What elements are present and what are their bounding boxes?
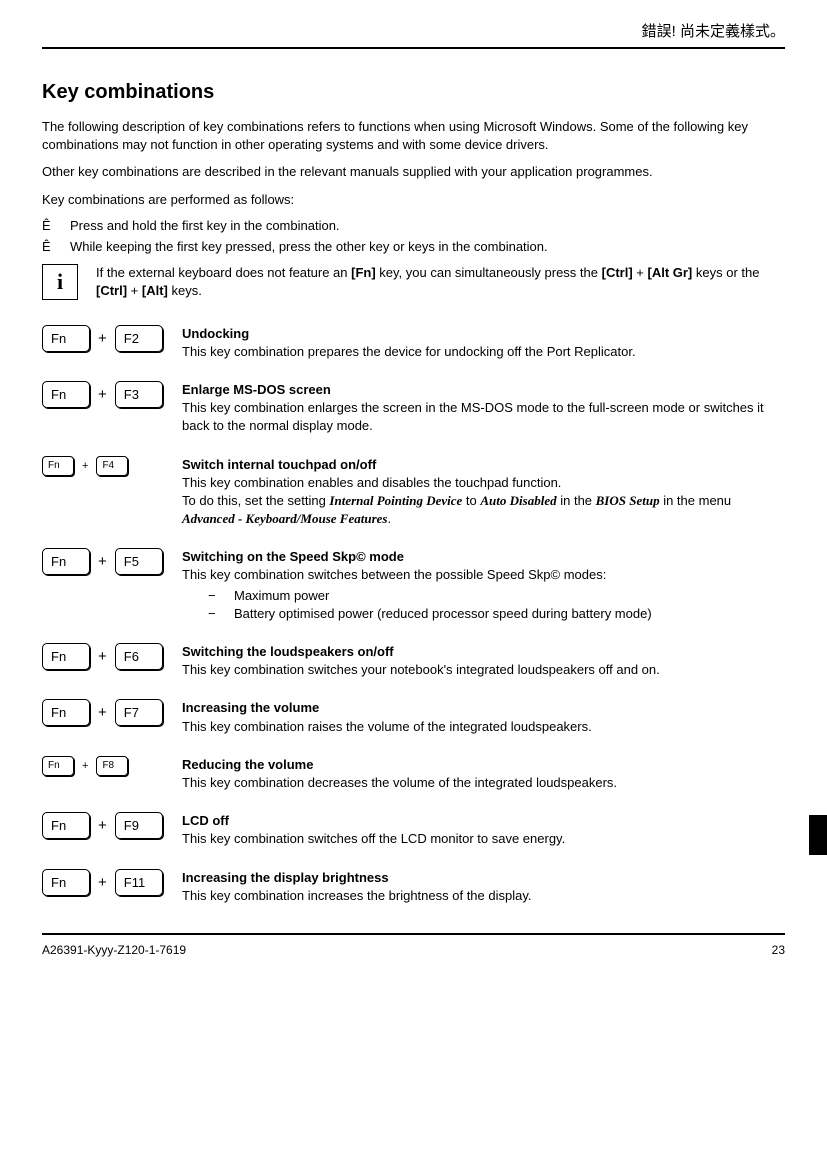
key-combo-row: Fn + F2 Undocking This key combination prepa… [42,325,785,361]
step-list: Ê Press and hold the first key in the co… [42,218,785,254]
key-combo-desc: Reducing the volume This key combination … [182,756,785,792]
info-text: If the external keyboard does not featur… [96,264,785,300]
key-combo-keys: Fn + F2 [42,325,182,352]
key-fkey: F3 [115,381,163,408]
combo-title: Increasing the volume [182,700,319,715]
step-text: While keeping the first key pressed, pre… [70,239,548,254]
step-row: Ê Press and hold the first key in the co… [42,218,785,233]
combo-body: This key combination enlarges the screen… [182,400,764,433]
info-box: i If the external keyboard does not feat… [42,264,785,300]
step-text: Press and hold the first key in the comb… [70,218,340,233]
key-combo-row: Fn + F4 Switch internal touchpad on/off This… [42,456,785,529]
page-side-tab [809,815,827,855]
header-error-text: 錯誤! 尚未定義樣式。 [42,20,785,41]
key-combo-row: Fn + F8 Reducing the volume This key combina… [42,756,785,792]
divider-top [42,47,785,49]
step-row: Ê While keeping the first key pressed, p… [42,239,785,254]
page-footer: A26391-Kyyy-Z120-1-7619 23 [42,943,785,957]
key-combo-keys: Fn + F11 [42,869,182,896]
key-combo-desc: Increasing the volume This key combinatio… [182,699,785,735]
combo-title: Enlarge MS-DOS screen [182,382,331,397]
key-combo-row: Fn + F6 Switching the loudspeakers on/off Th… [42,643,785,679]
combo-body-line: This key combination enables and disable… [182,475,561,490]
combo-title: Switching on the Speed Skp© mode [182,549,404,564]
key-fkey: F7 [115,699,163,726]
key-fkey: F4 [96,456,128,476]
plus-icon: + [98,330,107,347]
key-fkey: F6 [115,643,163,670]
combo-body: This key combination raises the volume o… [182,719,592,734]
key-combo-row: Fn + F11 Increasing the display brightness T… [42,869,785,905]
combo-body: This key combination switches off the LC… [182,831,565,846]
footer-doc-id: A26391-Kyyy-Z120-1-7619 [42,943,186,957]
combo-title: Increasing the display brightness [182,870,389,885]
combo-body: This key combination switches your noteb… [182,662,660,677]
combo-title: Reducing the volume [182,757,313,772]
key-combo-keys: Fn + F5 [42,548,182,575]
info-icon: i [42,264,78,300]
combo-body: This key combination prepares the device… [182,344,636,359]
combo-sub-item: −Battery optimised power (reduced proces… [208,605,785,623]
key-combo-keys: Fn + F4 [42,456,182,476]
key-combo-desc: Switching the loudspeakers on/off This ke… [182,643,785,679]
key-fkey: F5 [115,548,163,575]
key-combo-keys: Fn + F7 [42,699,182,726]
plus-icon: + [98,704,107,721]
step-marker: Ê [42,239,70,254]
key-combo-row: Fn + F3 Enlarge MS-DOS screen This key combi… [42,381,785,436]
key-combo-keys: Fn + F6 [42,643,182,670]
key-fn: Fn [42,548,90,575]
combo-title: LCD off [182,813,229,828]
plus-icon: + [98,817,107,834]
key-fn: Fn [42,756,74,776]
plus-icon: + [82,460,88,472]
combo-sub-list: −Maximum power−Battery optimised power (… [182,587,785,623]
key-fn: Fn [42,381,90,408]
intro-paragraph-3: Key combinations are performed as follow… [42,191,785,209]
key-fn: Fn [42,869,90,896]
combo-body: This key combination increases the brigh… [182,888,532,903]
combo-title: Switch internal touchpad on/off [182,457,376,472]
plus-icon: + [98,386,107,403]
key-combo-desc: Increasing the display brightness This ke… [182,869,785,905]
key-combo-desc: Switch internal touchpad on/off This key … [182,456,785,529]
key-fkey: F11 [115,869,163,896]
key-fn: Fn [42,456,74,476]
plus-icon: + [98,648,107,665]
intro-paragraph-2: Other key combinations are described in … [42,163,785,181]
key-combo-desc: LCD off This key combination switches off… [182,812,785,848]
combo-body: This key combination decreases the volum… [182,775,617,790]
key-combo-keys: Fn + F8 [42,756,182,776]
plus-icon: + [82,760,88,772]
key-fkey: F2 [115,325,163,352]
plus-icon: + [98,874,107,891]
key-combo-desc: Undocking This key combination prepares t… [182,325,785,361]
key-fkey: F9 [115,812,163,839]
key-combo-desc: Enlarge MS-DOS screen This key combinatio… [182,381,785,436]
intro-paragraph-1: The following description of key combina… [42,118,785,153]
key-fn: Fn [42,812,90,839]
key-combo-keys: Fn + F9 [42,812,182,839]
footer-page-number: 23 [772,943,785,957]
key-fn: Fn [42,325,90,352]
combo-body-line: To do this, set the setting Internal Poi… [182,493,731,526]
combo-title: Switching the loudspeakers on/off [182,644,394,659]
combo-title: Undocking [182,326,249,341]
key-combo-desc: Switching on the Speed Skp© mode This key… [182,548,785,623]
page-title: Key combinations [42,81,785,104]
step-marker: Ê [42,218,70,233]
plus-icon: + [98,553,107,570]
combo-body: This key combination switches between th… [182,567,606,582]
key-fn: Fn [42,699,90,726]
divider-bottom [42,933,785,935]
key-fn: Fn [42,643,90,670]
key-fkey: F8 [96,756,128,776]
key-combo-row: Fn + F7 Increasing the volume This key combi… [42,699,785,735]
combo-sub-item: −Maximum power [208,587,785,605]
key-combo-keys: Fn + F3 [42,381,182,408]
key-combo-row: Fn + F9 LCD off This key combination switche… [42,812,785,848]
key-combo-row: Fn + F5 Switching on the Speed Skp© mode Thi… [42,548,785,623]
